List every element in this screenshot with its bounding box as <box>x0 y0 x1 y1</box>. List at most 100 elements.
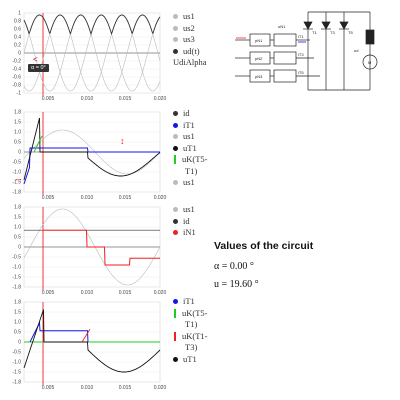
legend-marker <box>173 14 178 19</box>
uk-t1-t3-curve <box>81 328 91 343</box>
legend-item[interactable]: us1 <box>170 177 208 189</box>
y-tick-label: 0 <box>18 150 21 156</box>
y-tick-label: -0.6 <box>12 75 21 81</box>
x-tick-label: 0.005 <box>42 195 55 201</box>
legend-marker <box>173 356 178 362</box>
legend-label: us1 <box>183 131 195 141</box>
time-drag-arrow: ↔ <box>14 173 23 183</box>
y-tick-label: -1.5 <box>12 370 21 376</box>
legend-voltages: us1 us2 us3 ud(t) UdiAlpha <box>170 11 207 69</box>
chart-panel-currents: 1.8 1.5 1.0 0.5 0 -0.5 -1.0 -1.5 -1.8 0.005 0.010 0… <box>0 107 170 203</box>
legend-marker <box>174 155 176 164</box>
y-tick-label: 1.5 <box>14 120 21 126</box>
x-tick-label: 0.020 <box>154 385 167 391</box>
legend-item[interactable]: id <box>170 108 208 120</box>
legend-item[interactable]: T3) <box>170 342 208 354</box>
legend-item[interactable]: id <box>170 216 196 228</box>
legend-marker <box>173 48 178 54</box>
y-tick-label: 1.0 <box>14 225 21 231</box>
y-tick-label: -1.0 <box>12 170 21 176</box>
ut1-curve <box>23 117 161 181</box>
legend-marker <box>174 308 176 318</box>
y-tick-label: -1.5 <box>12 180 21 186</box>
legend-label: us1 <box>183 11 195 21</box>
circuit-schematic: pN1 pN2 pN3 iT1 iT3 iT5 T1 T3 T5 ud M uN… <box>200 0 400 105</box>
legend-item[interactable]: us1 <box>170 204 196 216</box>
x-tick-label: 0.010 <box>81 290 94 296</box>
rectified-voltage <box>23 14 161 36</box>
y-tick-label: 1.0 <box>14 320 21 326</box>
axes-p1: 1 0.8 0.6 0.4 0.2 0 -0.2 -0.4 -0.6 -0.8 -1 0.005 0.0… <box>12 11 166 103</box>
y-tick-label: 0 <box>18 245 21 251</box>
legend-marker <box>173 134 178 139</box>
legend-label: UdiAlpha <box>173 57 207 67</box>
legend-marker <box>173 122 178 128</box>
legend-item[interactable]: us1 <box>170 131 208 143</box>
us1-curve <box>23 208 161 286</box>
legend-marker <box>173 299 178 304</box>
it1-curve <box>23 147 160 185</box>
legend-label: uK(T1- <box>182 330 208 341</box>
legend-currents: id iT1 us1 uT1 uK(T5- T1) us1 <box>170 108 208 189</box>
y-tick-label: 0.6 <box>14 27 21 33</box>
circuit-label-it1: iT1 <box>298 34 304 39</box>
chart-thyristor-svg: 1.8 1.5 1.0 0.5 0 -0.5 -1.0 -1.5 -1.8 0.005 0.010 0… <box>12 300 167 392</box>
legend-marker <box>173 230 178 235</box>
legend-thyristor: iT1 uK(T5- T1) uK(T1- T3) uT1 <box>170 296 208 365</box>
circuit-label-l1: uN1 <box>278 24 286 29</box>
legend-marker <box>174 331 176 341</box>
alpha-drag-arrow[interactable]: < <box>33 55 38 64</box>
legend-item[interactable]: us2 <box>170 23 207 35</box>
legend-item[interactable]: uK(T5- <box>170 154 208 166</box>
legend-marker <box>173 207 178 212</box>
legend-line-current: us1 id iN1 <box>170 204 196 239</box>
y-tick-label: -1.5 <box>12 275 21 281</box>
legend-label: us1 <box>183 177 195 187</box>
legend-item[interactable]: iN1 <box>170 227 196 239</box>
legend-item[interactable]: UdiAlpha <box>170 57 207 69</box>
legend-item[interactable]: ud(t) <box>170 46 207 58</box>
x-tick-label: 0.010 <box>81 195 94 201</box>
legend-item[interactable]: T1) <box>170 166 208 178</box>
x-tick-label: 0.020 <box>154 290 167 296</box>
legend-marker <box>173 25 178 31</box>
y-tick-label: -1.8 <box>12 380 21 386</box>
x-tick-label: 0.005 <box>42 96 55 102</box>
x-tick-label: 0.015 <box>119 96 132 102</box>
legend-item[interactable]: uK(T1- <box>170 331 208 343</box>
circuit-label-it3: iT3 <box>298 52 304 57</box>
y-tick-label: 1.5 <box>14 310 21 316</box>
legend-item[interactable]: us3 <box>170 34 207 46</box>
y-tick-label: 1.8 <box>14 110 21 116</box>
axes-p2: 1.8 1.5 1.0 0.5 0 -0.5 -1.0 -1.5 -1.8 0.005 0.010 0… <box>12 110 166 202</box>
legend-label: iT1 <box>183 296 195 306</box>
chart-panel-line-current: 1.8 1.5 1.0 0.5 0 -0.5 -1.0 -1.5 -1.8 0.005 0.010 0… <box>0 202 170 298</box>
legend-item[interactable]: uT1 <box>170 143 208 155</box>
axes-p3: 1.8 1.5 1.0 0.5 0 -0.5 -1.0 -1.5 -1.8 0.005 0.010 0… <box>12 205 166 297</box>
x-tick-label: 0.005 <box>42 385 55 391</box>
y-tick-label: 0 <box>18 340 21 346</box>
legend-label: us3 <box>183 34 195 44</box>
alpha-badge[interactable]: α = 0° <box>28 64 49 72</box>
legend-item[interactable]: iT1 <box>170 120 208 132</box>
circuit-label-ud: ud <box>354 48 358 53</box>
legend-item[interactable]: T1) <box>170 319 208 331</box>
y-tick-label: 1.5 <box>14 215 21 221</box>
legend-label: T1) <box>185 319 198 329</box>
circuit-label-row1: pN1 <box>255 38 263 43</box>
y-tick-label: 0 <box>18 51 21 57</box>
y-tick-label: 1 <box>18 11 21 17</box>
legend-item[interactable]: us1 <box>170 11 207 23</box>
chart-line-current-svg: 1.8 1.5 1.0 0.5 0 -0.5 -1.0 -1.5 -1.8 0.005 0.010 0… <box>12 205 166 297</box>
x-tick-label: 0.005 <box>42 290 55 296</box>
y-tick-label: 0.8 <box>14 19 21 25</box>
legend-label: us1 <box>183 204 195 214</box>
legend-item[interactable]: uK(T5- <box>170 308 208 320</box>
y-tick-label: 1.8 <box>14 300 21 306</box>
legend-item[interactable]: iT1 <box>170 296 208 308</box>
values-title: Values of the circuit <box>214 240 314 252</box>
us1-curve <box>23 129 161 175</box>
chart-panel-voltages: 1 0.8 0.6 0.4 0.2 0 -0.2 -0.4 -0.6 -0.8 -1 0.005 0.0… <box>0 8 170 104</box>
legend-item[interactable]: uT1 <box>170 354 208 366</box>
x-tick-label: 0.010 <box>81 385 94 391</box>
